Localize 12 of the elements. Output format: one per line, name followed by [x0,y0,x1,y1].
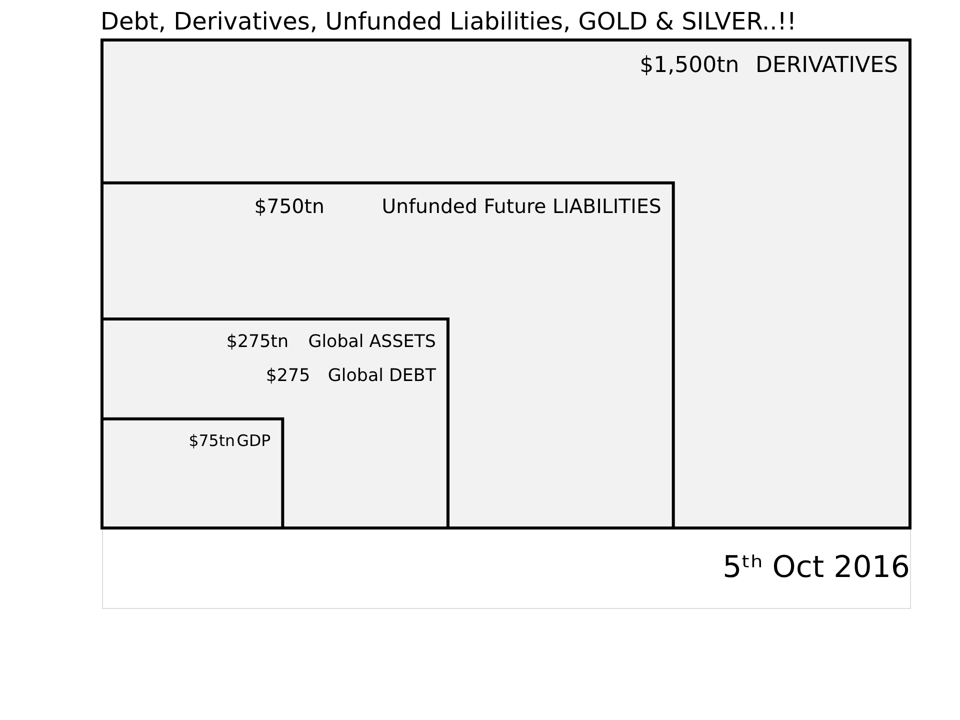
category-label: Unfunded Future LIABILITIES [382,194,662,218]
text: 5ᵗʰ Oct 2016 [722,550,910,585]
category-label: Global ASSETS [308,332,436,352]
category-label: DERIVATIVES [756,53,898,78]
text: Debt, Derivatives, Unfunded Liabilities, GOLD & SILVER..!! [100,8,797,36]
data-label: $75tn [188,430,235,450]
data-label: $275tn [226,332,289,352]
data-label: $1,500tn [640,53,740,78]
data-label: $275 [266,366,310,386]
category-label: Global DEBT [328,366,436,386]
category-label: GDP [236,430,271,450]
data-label: $750tn [254,194,324,218]
